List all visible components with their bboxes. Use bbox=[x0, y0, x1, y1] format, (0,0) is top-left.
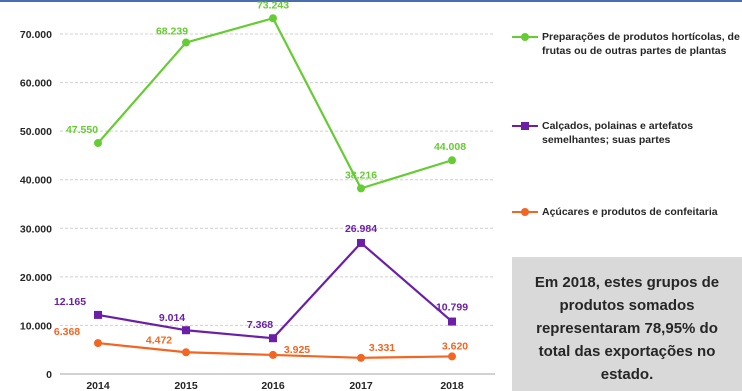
legend-swatch-green-circle-icon bbox=[512, 33, 538, 41]
series-line bbox=[97, 17, 453, 190]
data-label: 73.243 bbox=[257, 0, 289, 11]
data-label: 44.008 bbox=[434, 141, 466, 153]
data-label: 4.472 bbox=[146, 334, 172, 346]
legend-label-preparacoes: Preparações de produtos hortícolas, de f… bbox=[542, 31, 740, 57]
data-label: 6.368 bbox=[54, 326, 80, 338]
data-point-marker bbox=[182, 348, 190, 357]
y-tick-label: 10.000 bbox=[20, 320, 52, 332]
data-label: 38.216 bbox=[345, 169, 377, 181]
data-point-marker bbox=[182, 326, 190, 335]
summary-callout: Em 2018, estes grupos de produtos somado… bbox=[512, 257, 742, 391]
data-point-marker bbox=[448, 352, 456, 361]
summary-callout-text: Em 2018, estes grupos de produtos somado… bbox=[534, 274, 720, 383]
legend-item-acucares: Açúcares e produtos de confeitaria bbox=[512, 205, 740, 219]
data-label: 47.550 bbox=[66, 124, 98, 136]
data-label: 10.799 bbox=[436, 302, 468, 314]
y-tick-label: 0 bbox=[46, 369, 52, 381]
data-point-marker bbox=[269, 350, 277, 359]
data-point-marker bbox=[448, 317, 456, 326]
x-tick-label: 2018 bbox=[440, 380, 464, 391]
x-tick-label: 2017 bbox=[349, 380, 373, 391]
legend-label-calcados: Calçados, polainas e artefatos semelhant… bbox=[542, 120, 694, 146]
line-chart: 0 10.000 20.000 30.000 40.000 50.000 60.000 70.… bbox=[20, 0, 495, 391]
legend-item-calcados: Calçados, polainas e artefatos semelhant… bbox=[512, 119, 740, 147]
data-point-marker bbox=[94, 139, 102, 148]
x-tick-label: 2014 bbox=[86, 380, 110, 391]
y-tick-label: 60.000 bbox=[20, 78, 52, 90]
data-point-marker bbox=[269, 334, 277, 343]
data-label: 12.165 bbox=[54, 296, 86, 308]
data-label: 3.331 bbox=[369, 342, 395, 354]
x-tick-label: 2016 bbox=[261, 380, 285, 391]
data-label: 3.925 bbox=[284, 344, 310, 356]
top-border-line bbox=[0, 0, 742, 2]
data-point-marker bbox=[94, 310, 102, 319]
data-label: 3.620 bbox=[442, 340, 468, 352]
data-point-marker bbox=[357, 238, 365, 247]
data-point-marker bbox=[94, 339, 102, 348]
y-tick-label: 50.000 bbox=[20, 126, 52, 138]
data-point-marker bbox=[357, 184, 365, 193]
legend-label-acucares: Açúcares e produtos de confeitaria bbox=[542, 206, 718, 218]
data-point-marker bbox=[357, 353, 365, 362]
data-point-marker bbox=[448, 156, 456, 165]
y-tick-label: 70.000 bbox=[20, 29, 52, 41]
y-tick-label: 30.000 bbox=[20, 223, 52, 235]
legend-swatch-orange-circle-icon bbox=[512, 208, 538, 216]
legend-item-preparacoes: Preparações de produtos hortícolas, de f… bbox=[512, 30, 740, 58]
data-label: 9.014 bbox=[159, 312, 185, 324]
legend-swatch-purple-square-icon bbox=[512, 122, 538, 130]
data-label: 26.984 bbox=[345, 223, 377, 235]
y-tick-label: 40.000 bbox=[20, 175, 52, 187]
y-tick-label: 20.000 bbox=[20, 272, 52, 284]
data-label: 68.239 bbox=[156, 26, 188, 38]
data-point-marker bbox=[269, 14, 277, 23]
x-tick-label: 2015 bbox=[174, 380, 198, 391]
data-point-marker bbox=[182, 38, 190, 47]
data-label: 7.368 bbox=[247, 319, 273, 331]
series-line bbox=[97, 241, 453, 340]
